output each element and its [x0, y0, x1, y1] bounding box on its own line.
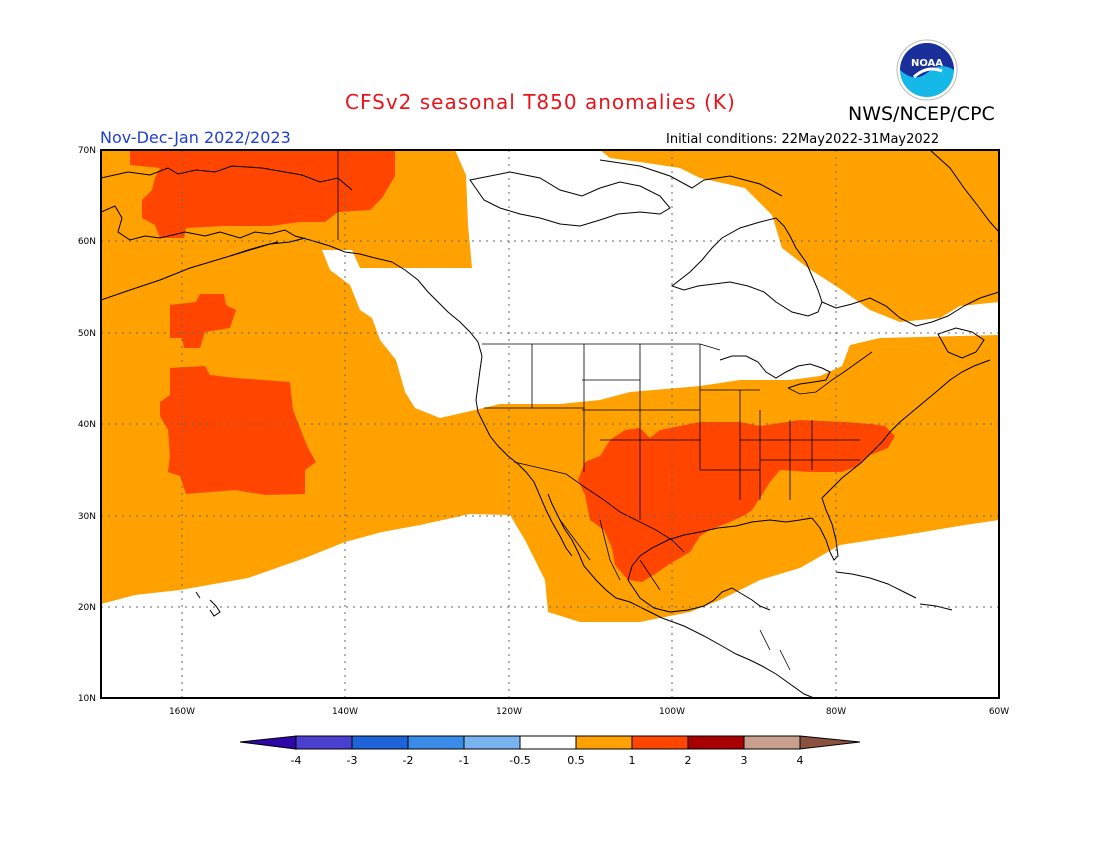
colorbar-segment: [519, 735, 577, 750]
lon-label: 60W: [989, 707, 1009, 717]
colorbar-label: -4: [291, 754, 302, 767]
colorbar-label: -2: [403, 754, 414, 767]
lat-label: 70N: [78, 146, 96, 156]
lat-label: 10N: [78, 694, 96, 704]
colorbar-label: -3: [347, 754, 358, 767]
colorbar-segment-low-triangle: [239, 735, 297, 750]
anomaly-orange-northeast: [600, 150, 999, 322]
season-label: Nov-Dec-Jan 2022/2023: [100, 128, 291, 147]
colorbar-label: -0.5: [509, 754, 530, 767]
lat-label: 40N: [78, 420, 96, 430]
colorbar-label: 3: [741, 754, 748, 767]
noaa-logo: NOAA: [896, 39, 958, 101]
political-borders: [337, 150, 873, 671]
lat-label: 20N: [78, 603, 96, 613]
lon-label: 80W: [826, 707, 846, 717]
colorbar-labels: -4 -3 -2 -1 -0.5 0.5 1 2 3 4: [291, 754, 804, 767]
colorbar-segment: [295, 735, 353, 750]
anomaly-orange-west: [101, 150, 999, 622]
anomaly-red-pacific-north: [170, 294, 236, 348]
lon-label: 140W: [332, 707, 358, 717]
lon-label: 160W: [169, 707, 195, 717]
colorbar-label: 1: [629, 754, 636, 767]
lon-label: 100W: [659, 707, 685, 717]
longitude-labels: 160W 140W 120W 100W 80W 60W: [169, 707, 1009, 717]
colorbar-segment: [687, 735, 745, 750]
lon-label: 120W: [496, 707, 522, 717]
anomaly-red-pacific: [160, 366, 316, 495]
lat-label: 50N: [78, 329, 96, 339]
colorbar-segment: [351, 735, 409, 750]
colorbar-label: -1: [459, 754, 470, 767]
anomaly-red-alaska: [130, 150, 395, 238]
lat-label: 60N: [78, 237, 96, 247]
lat-label: 30N: [78, 512, 96, 522]
colorbar-segment-high-triangle: [799, 735, 861, 750]
colorbar-segment: [463, 735, 521, 750]
colorbar-segment: [407, 735, 465, 750]
latitude-labels: 70N 60N 50N 40N 30N 20N 10N: [78, 146, 96, 704]
colorbar-label: 4: [797, 754, 804, 767]
anomaly-red-us: [578, 420, 895, 582]
colorbar-segment: [743, 735, 801, 750]
coastlines: [101, 150, 999, 698]
colorbar: [239, 735, 861, 750]
colorbar-label: 0.5: [567, 754, 585, 767]
map-title: CFSv2 seasonal T850 anomalies (K): [345, 90, 736, 114]
colorbar-label: 2: [685, 754, 692, 767]
colorbar-segment: [631, 735, 689, 750]
graticule: [101, 150, 999, 698]
agency-label: NWS/NCEP/CPC: [848, 103, 995, 125]
map-frame: [100, 149, 1000, 699]
colorbar-segment: [575, 735, 633, 750]
noaa-logo-text: NOAA: [911, 58, 943, 69]
initial-conditions-label: Initial conditions: 22May2022-31May2022: [666, 132, 940, 147]
